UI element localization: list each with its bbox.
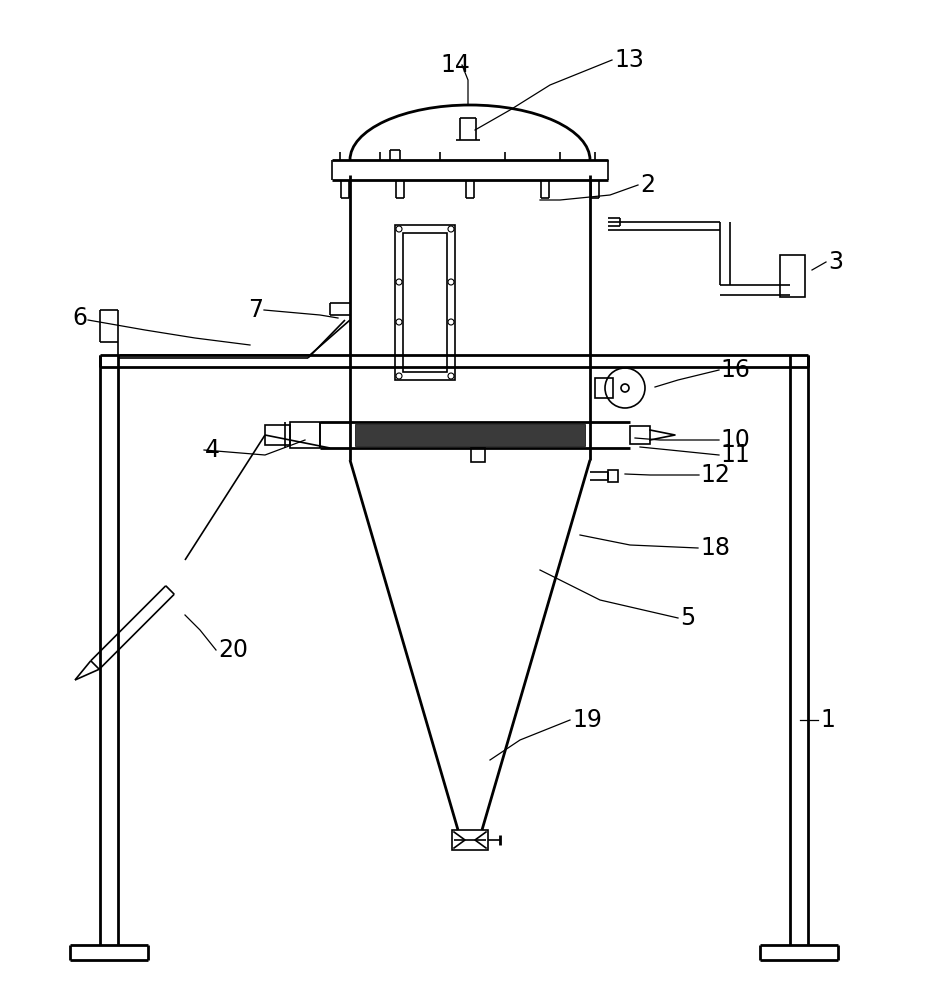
Bar [595, 378, 613, 398]
Text: 14: 14 [440, 53, 470, 77]
Text: 19: 19 [572, 708, 602, 732]
Bar [608, 470, 618, 482]
Bar [630, 426, 650, 444]
Text: 10: 10 [720, 428, 750, 452]
Text: 4: 4 [205, 438, 220, 462]
Text: 6: 6 [72, 306, 87, 330]
Bar [452, 830, 488, 850]
Text: 16: 16 [720, 358, 750, 382]
Bar [265, 425, 290, 445]
Text: 1: 1 [820, 708, 835, 732]
Text: 13: 13 [614, 48, 644, 72]
Bar [355, 424, 585, 446]
Bar [290, 422, 320, 448]
Text: 11: 11 [720, 443, 749, 467]
Bar [780, 255, 805, 297]
Text: 20: 20 [218, 638, 248, 662]
Text: 12: 12 [700, 463, 730, 487]
Text: 7: 7 [248, 298, 263, 322]
Text: 18: 18 [700, 536, 730, 560]
Bar [395, 225, 455, 380]
Text: 3: 3 [828, 250, 843, 274]
Bar [403, 233, 447, 372]
Text: 2: 2 [640, 173, 655, 197]
Text: 5: 5 [680, 606, 695, 630]
Bar [471, 448, 485, 462]
